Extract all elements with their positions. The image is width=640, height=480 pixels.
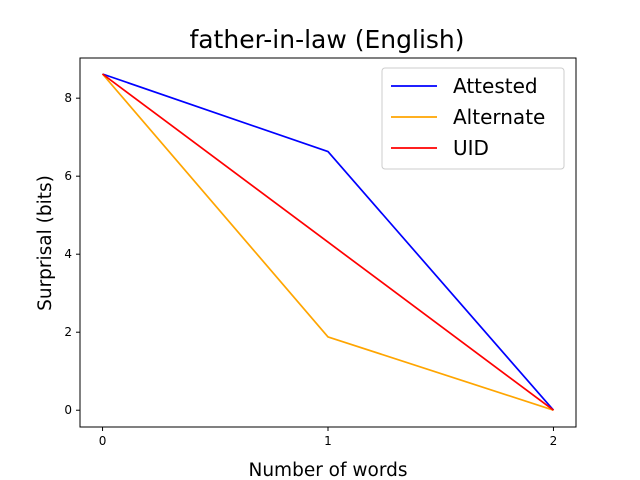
legend-frame [381,67,565,170]
y-axis-label: Surprisal (bits) [35,175,56,311]
y-tick-label: 2 [64,325,72,339]
legend-label-alternate: Alternate [453,105,545,129]
y-tick-label: 0 [64,403,72,417]
x-tick-label: 0 [99,434,107,448]
legend: Attested Alternate UID [381,67,565,170]
series-lines [101,73,555,412]
y-tick-label: 4 [64,247,72,261]
y-axis-ticks: 0 2 4 6 8 [64,91,80,417]
series-line-attested [102,73,555,411]
series-line-alternate [101,73,554,412]
x-tick-label: 1 [324,434,332,448]
x-axis-ticks: 0 1 2 [99,427,558,448]
y-tick-label: 6 [64,169,72,183]
legend-label-uid: UID [453,136,489,160]
x-tick-label: 2 [550,434,558,448]
series-line-uid [101,73,555,411]
x-axis-label: Number of words [248,460,407,480]
y-tick-label: 8 [64,91,72,105]
chart-title: father-in-law (English) [189,25,464,54]
legend-label-attested: Attested [453,74,538,98]
